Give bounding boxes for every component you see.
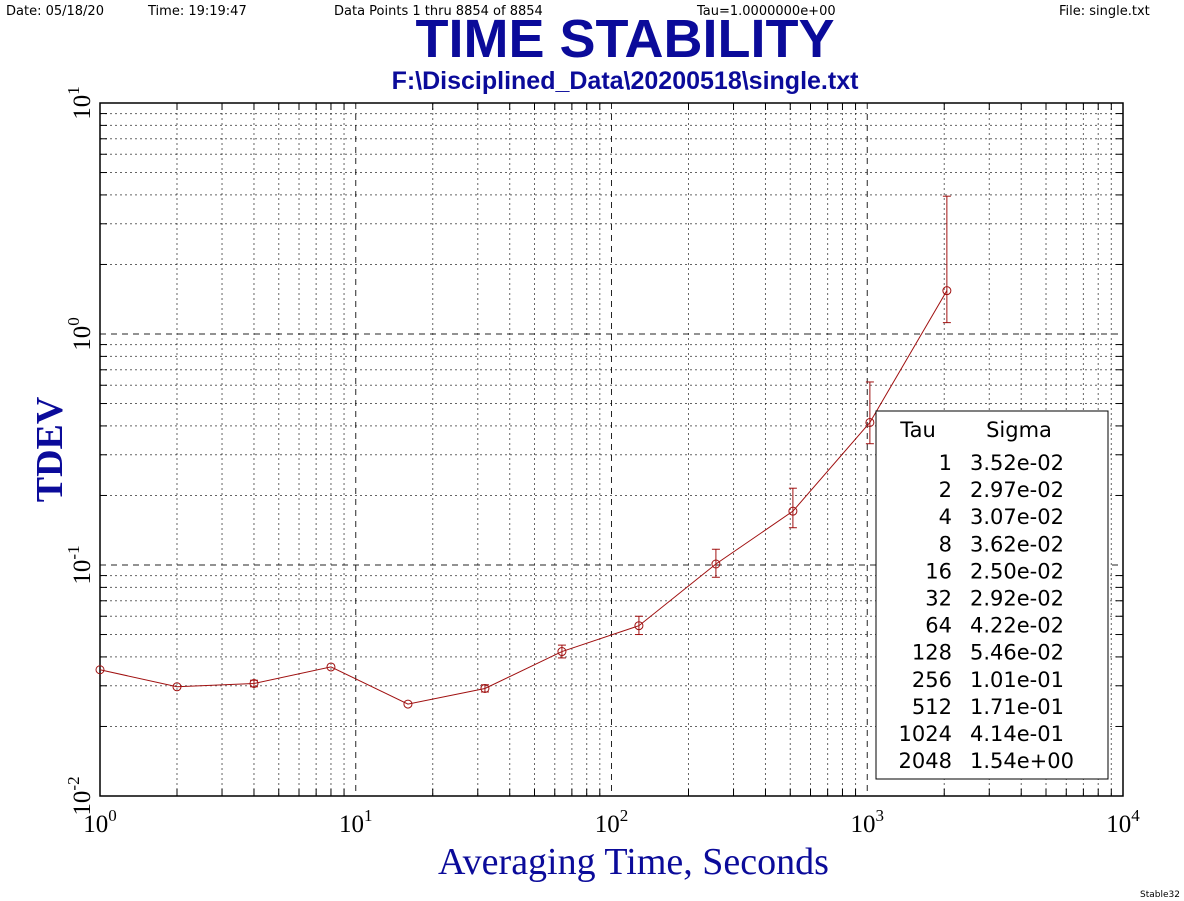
header-time: Time: 19:19:47 [148,4,247,19]
legend-sigma-value: 3.07e-02 [970,505,1064,529]
legend-tau-value: 16 [925,559,952,583]
legend-tau-value: 2 [939,478,952,502]
data-point [403,699,413,709]
data-point [557,647,567,657]
x-tick-label: 100 [83,806,117,838]
x-tick-label: 102 [595,806,629,838]
legend-sigma-value: 3.52e-02 [970,451,1064,475]
legend-tau-value: 512 [912,695,952,719]
header-data-points: Data Points 1 thru 8854 of 8854 [334,4,543,19]
chart-subtitle: F:\Disciplined_Data\20200518\single.txt [391,67,859,95]
legend-sigma-value: 2.92e-02 [970,587,1064,611]
footer-brand: Stable32 [1140,890,1180,900]
legend-sigma-value: 5.46e-02 [970,641,1064,665]
data-point [634,621,644,631]
series-line [99,290,948,705]
legend-sigma-value: 4.14e-01 [970,722,1064,746]
data-point [172,682,182,692]
y-tick-label: 10-2 [64,776,96,815]
header-file: File: single.txt [1059,4,1150,19]
data-point [788,506,798,516]
y-tick-label: 10-1 [64,545,96,584]
legend-sigma-value: 4.22e-02 [970,614,1064,638]
legend-sigma-value: 3.62e-02 [970,532,1064,556]
x-axis-label: Averaging Time, Seconds [438,841,829,883]
legend-sigma-value: 2.97e-02 [970,478,1064,502]
legend-tau-value: 1024 [899,722,952,746]
data-point [711,559,721,569]
data-point [865,417,875,427]
header-tau: Tau=1.0000000e+00 [697,4,836,19]
y-tick-label: 100 [64,317,96,351]
legend-header-tau: Tau [899,418,936,442]
data-point [95,665,105,675]
plot-frame [99,102,1124,797]
legend-box [875,410,1109,780]
data-point [480,683,490,693]
legend-sigma-value: 1.71e-01 [970,695,1064,719]
data-point [249,678,259,688]
legend-tau-value: 1 [939,451,952,475]
legend-sigma-value: 1.01e-01 [970,668,1064,692]
legend-tau-value: 32 [925,587,952,611]
x-tick-label: 104 [1106,806,1140,838]
data-point [326,662,336,672]
legend-tau-value: 4 [939,505,952,529]
chart-title: TIME STABILITY [415,9,835,69]
legend-sigma-value: 1.54e+00 [970,749,1074,773]
legend-tau-value: 2048 [899,749,952,773]
legend-header-sigma: Sigma [986,418,1052,442]
y-tick-label: 101 [64,86,96,120]
legend-tau-value: 128 [912,641,952,665]
y-axis-label: TDEV [29,396,71,502]
legend-tau-value: 8 [939,532,952,556]
legend-sigma-value: 2.50e-02 [970,559,1064,583]
header-date: Date: 05/18/20 [6,4,104,19]
x-tick-label: 101 [339,806,373,838]
x-tick-label: 103 [851,806,885,838]
legend-tau-value: 256 [912,668,952,692]
legend-tau-value: 64 [925,614,952,638]
data-point [942,286,952,296]
